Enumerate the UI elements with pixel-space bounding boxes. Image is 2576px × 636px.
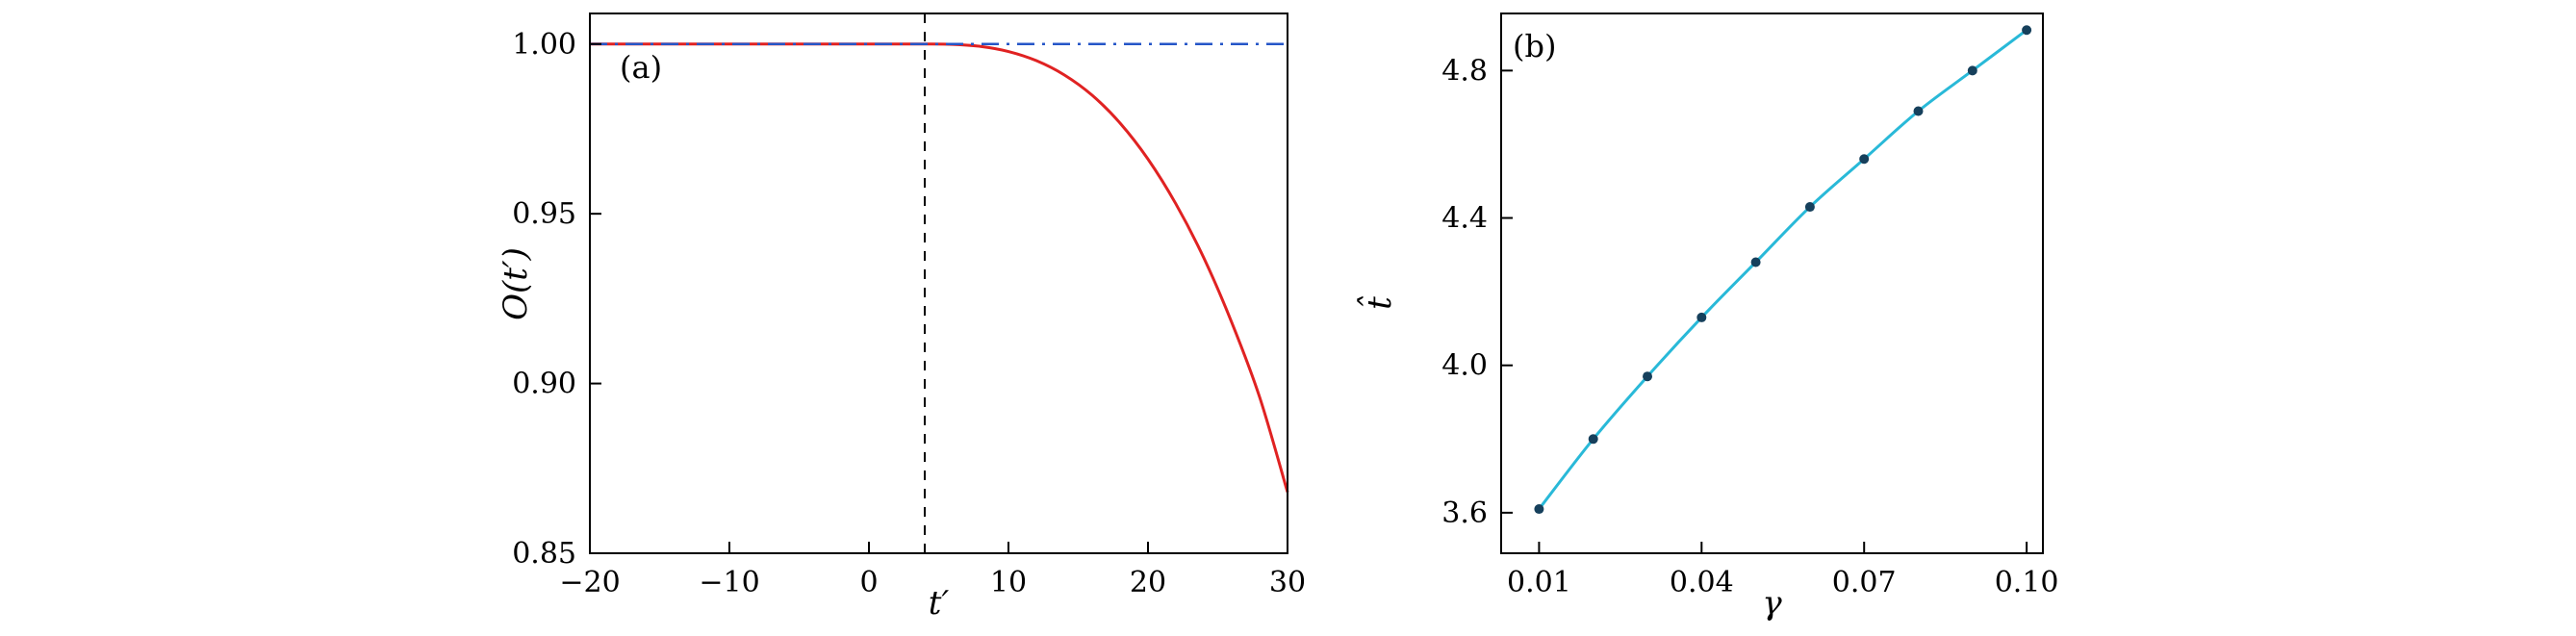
optimal-time-points <box>1643 371 1653 382</box>
y-tick-label: 0.90 <box>512 368 576 401</box>
x-tick-label: 0.04 <box>1670 566 1734 599</box>
y-tick-label: 4.0 <box>1441 349 1488 383</box>
y-tick-label: 4.8 <box>1441 54 1488 88</box>
optimal-time-curve <box>1538 29 2028 510</box>
optimal-time-points <box>1534 504 1544 515</box>
optimal-time-points <box>2022 25 2032 36</box>
panel-b: 0.01 0.04 0.07 0.10 3.6 4.0 4.4 4.8 <box>1441 13 2059 599</box>
optimal-time-points <box>1804 202 1815 213</box>
observable-decay-curve <box>590 42 1289 493</box>
panel-a-y-axis-label: O(t′) <box>497 247 535 320</box>
x-tick-label: −20 <box>559 566 620 599</box>
x-tick-label: 10 <box>990 566 1027 599</box>
panel-a-x-axis-label: t′ <box>928 584 950 623</box>
x-tick-label: 20 <box>1130 566 1166 599</box>
x-tick-label: −10 <box>699 566 759 599</box>
plot-frame <box>589 13 1288 554</box>
optimal-time-points <box>1859 154 1870 165</box>
panel-b-x-axis-label: γ <box>1762 584 1782 623</box>
x-tick-label: 30 <box>1269 566 1306 599</box>
optimal-time-points <box>1913 106 1924 116</box>
optimal-time-points <box>1696 312 1707 322</box>
y-tick-label: 1.00 <box>512 28 576 62</box>
panel-b-label: (b) <box>1513 28 1557 64</box>
panel-a-label: (a) <box>620 49 663 86</box>
y-tick-label: 0.95 <box>512 197 576 231</box>
x-tick-label: 0.10 <box>1995 566 2059 599</box>
optimal-time-points <box>1588 434 1598 445</box>
x-tick-label: 0.01 <box>1507 566 1571 599</box>
plot-frame <box>1500 13 2044 554</box>
panel-a: −20 −10 0 10 20 30 0.85 0.90 0.95 1.00 <box>512 13 1306 599</box>
panel-b-y-axis-label: t̂ <box>1361 296 1399 310</box>
optimal-time-points <box>1967 65 1977 76</box>
x-tick-label: 0 <box>859 566 878 599</box>
y-tick-label: 0.85 <box>512 537 576 571</box>
y-tick-label: 4.4 <box>1441 202 1488 236</box>
optimal-time-points <box>1750 257 1761 267</box>
x-tick-label: 0.07 <box>1832 566 1897 599</box>
y-tick-label: 3.6 <box>1441 496 1488 530</box>
